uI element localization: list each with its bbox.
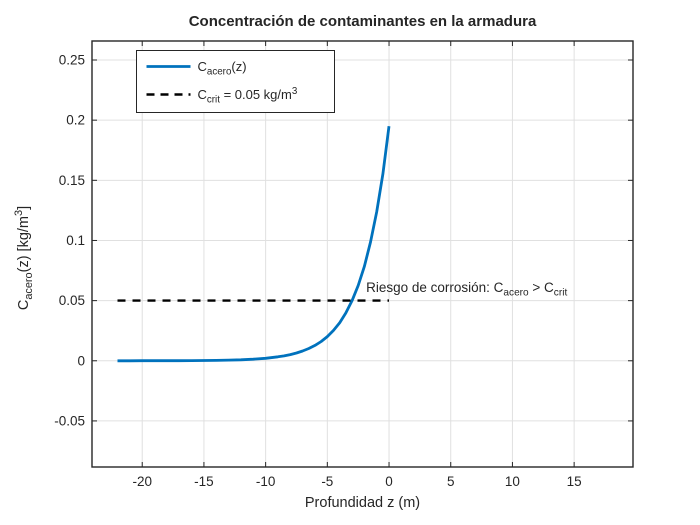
x-tick-label: 0 xyxy=(385,474,393,489)
legend-box xyxy=(136,50,335,113)
y-tick-label: 0.2 xyxy=(66,113,85,128)
x-tick-label: -15 xyxy=(194,474,214,489)
x-tick-label: -5 xyxy=(321,474,333,489)
legend-entry-label: Cacero(z) xyxy=(198,59,247,78)
x-axis-label: Profundidad z (m) xyxy=(305,495,420,511)
corrosion-risk-annotation: Riesgo de corrosión: Cacero > Ccrit xyxy=(366,280,567,299)
c-acero-curve xyxy=(117,126,391,363)
y-tick-label: 0.05 xyxy=(59,293,85,308)
plot-border xyxy=(91,40,634,468)
y-tick-label: 0.15 xyxy=(59,173,85,188)
x-tick-label: 5 xyxy=(447,474,455,489)
x-tick-label: -20 xyxy=(132,474,152,489)
y-axis-label: Cacero(z) [kg/m3] xyxy=(13,206,35,310)
x-tick-label: 15 xyxy=(567,474,582,489)
y-tick-label: 0.25 xyxy=(59,53,85,68)
legend-entry-label: Ccrit = 0.05 kg/m3 xyxy=(198,86,298,106)
y-tick-label: 0.1 xyxy=(66,233,85,248)
y-tick-label: -0.05 xyxy=(54,413,85,428)
x-tick-label: -10 xyxy=(256,474,276,489)
chart-title: Concentración de contaminantes en la arm… xyxy=(189,13,537,30)
y-tick-label: 0 xyxy=(77,353,85,368)
x-tick-label: 10 xyxy=(505,474,520,489)
